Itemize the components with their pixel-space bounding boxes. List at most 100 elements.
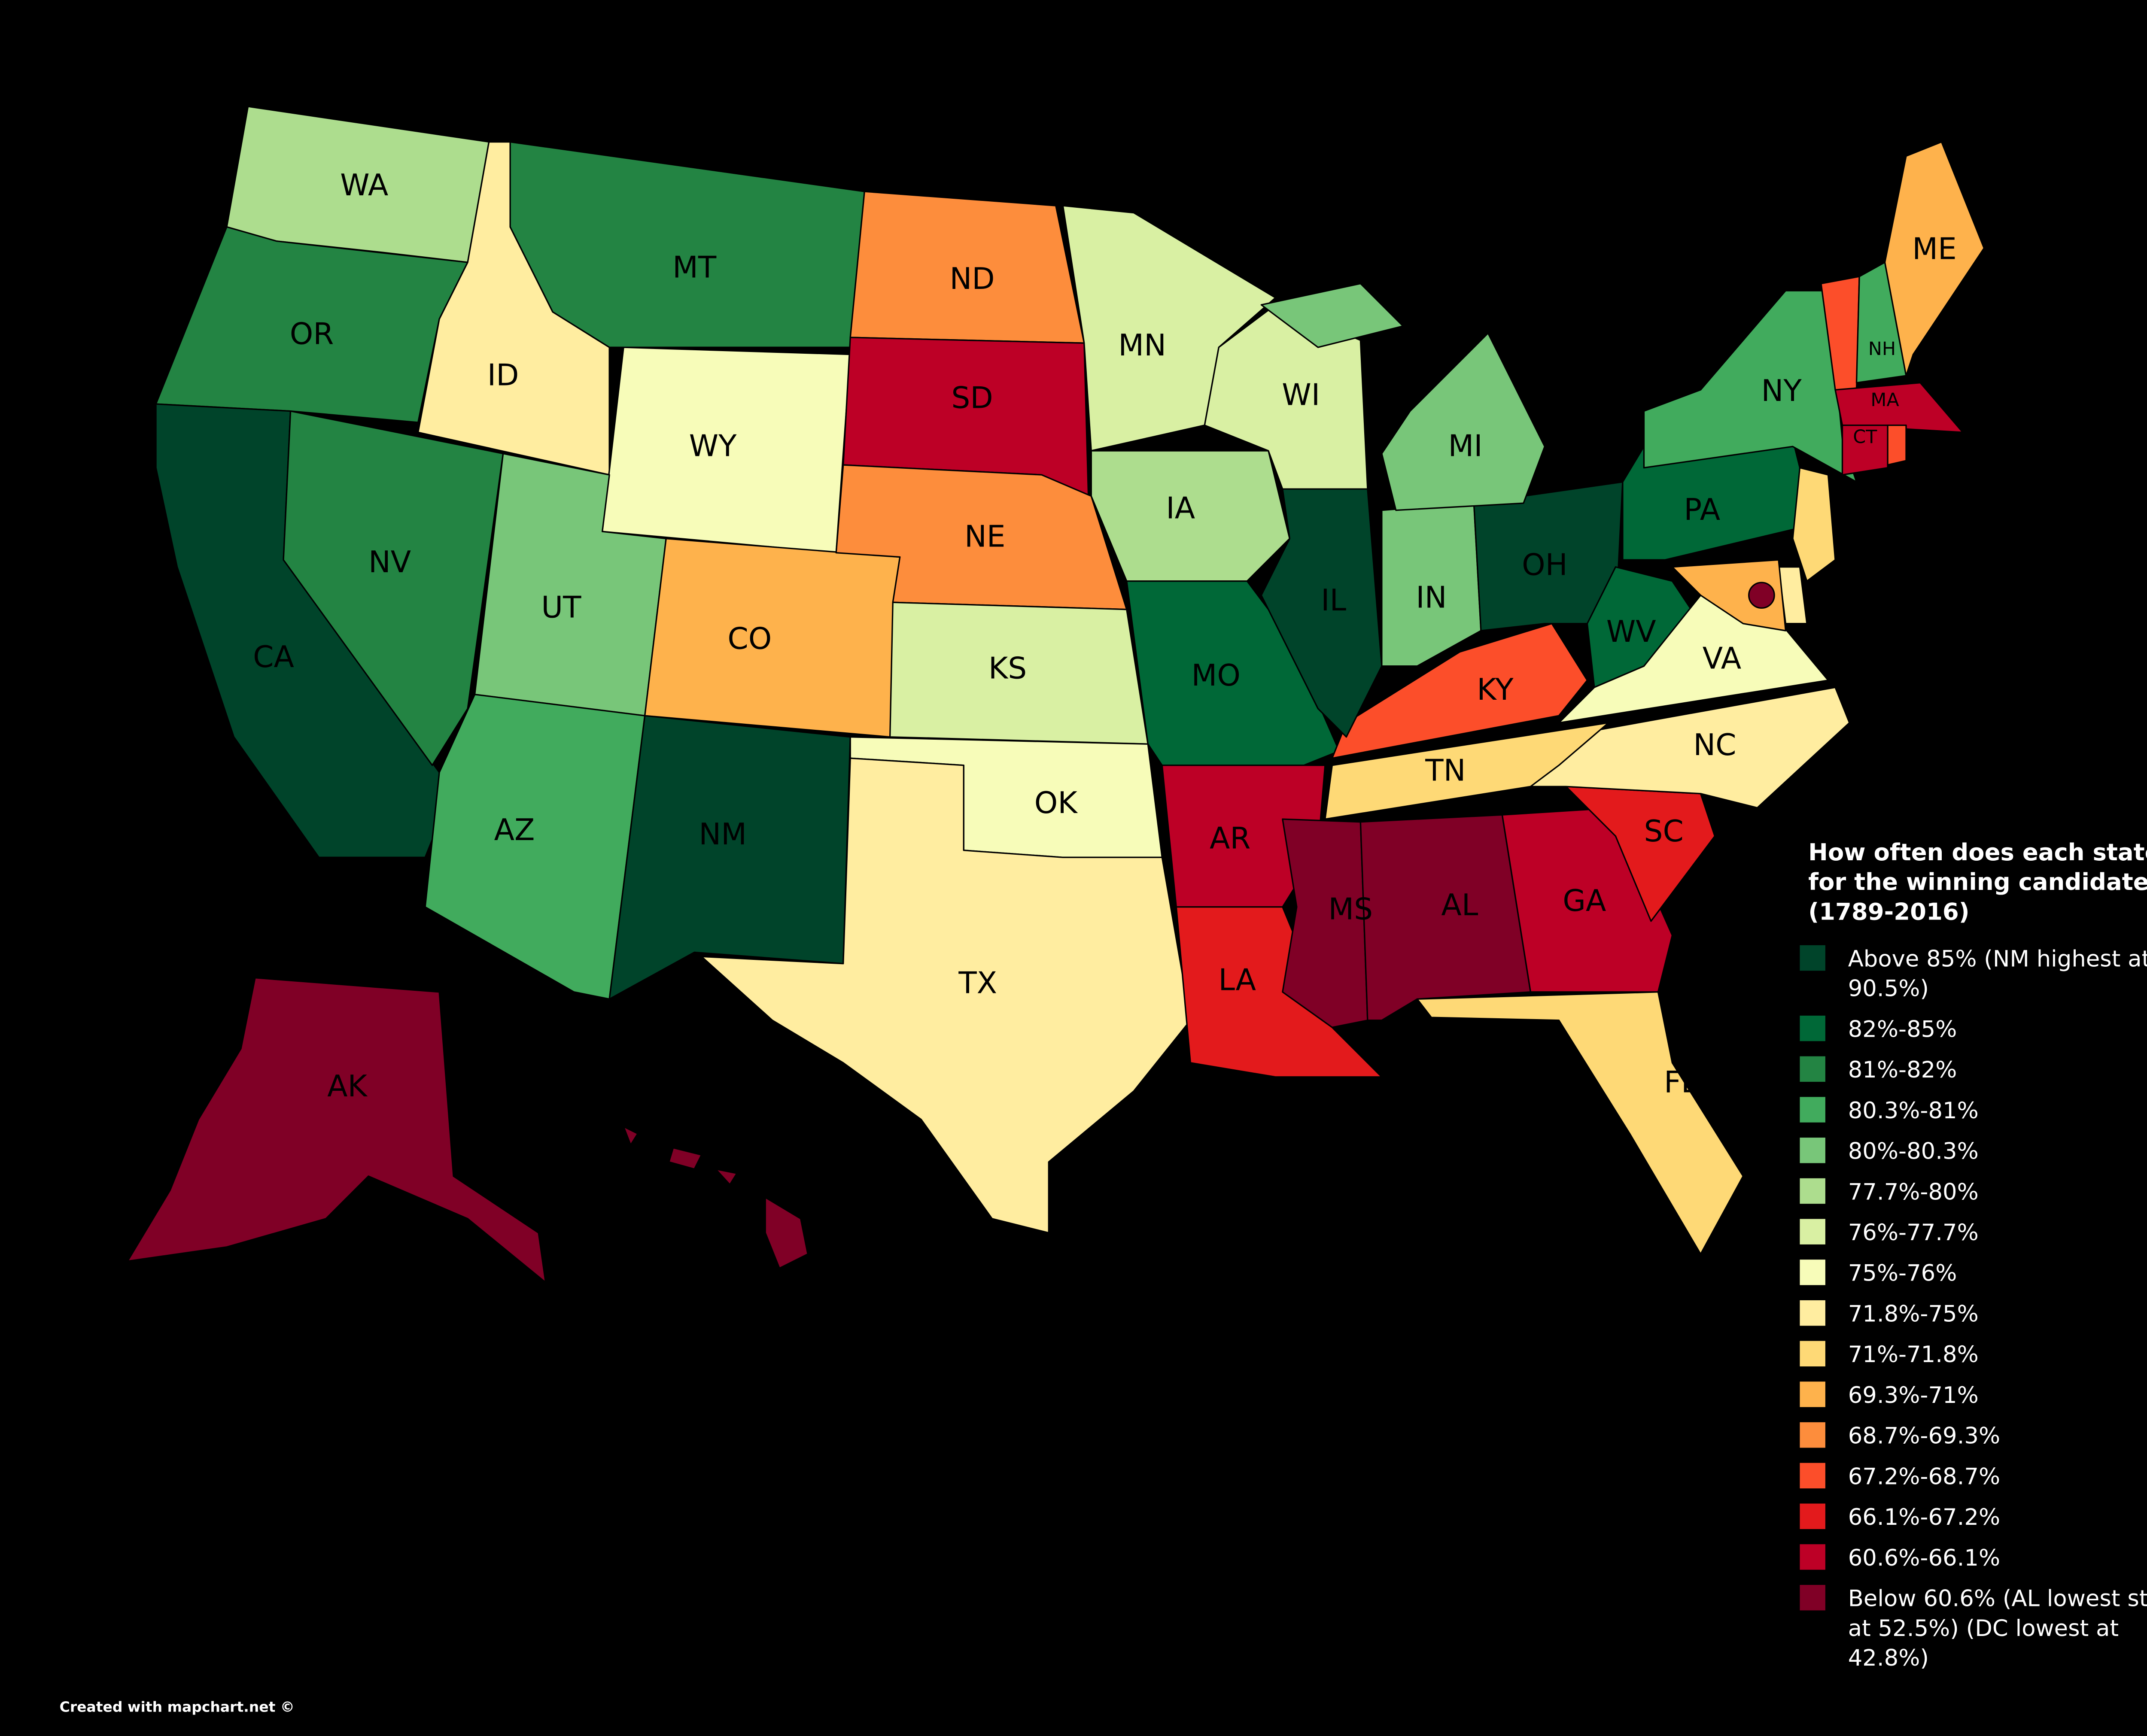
- state: [1260, 488, 1383, 738]
- state: [283, 410, 504, 766]
- state-label: WY: [689, 429, 737, 463]
- state-label: OH: [1522, 548, 1568, 583]
- legend-label: 66.1%-67.2%: [1848, 1504, 2000, 1530]
- state-label: KY: [1477, 673, 1514, 707]
- state: [1204, 304, 1368, 490]
- state-label: ID: [487, 358, 519, 392]
- state-label: MO: [1192, 659, 1241, 693]
- state-label: AL: [1441, 888, 1478, 923]
- state: [1792, 467, 1836, 582]
- state-label: CA: [253, 640, 294, 674]
- state: [509, 141, 865, 348]
- legend-swatch: [1800, 1300, 1825, 1326]
- state: [1643, 290, 1858, 483]
- state-label: UT: [541, 591, 581, 625]
- legend-label: 71.8%-75%: [1848, 1301, 1979, 1327]
- state: [1671, 559, 1787, 631]
- state-label: NE: [964, 520, 1006, 554]
- state: [1473, 481, 1624, 631]
- state-label: NV: [368, 545, 411, 580]
- state-label: NC: [1693, 728, 1736, 762]
- legend-label: 82%-85%: [1848, 1016, 1957, 1042]
- legend-swatch: [1800, 1097, 1825, 1123]
- state-label: AZ: [494, 813, 535, 847]
- legend-swatch: [1800, 1381, 1825, 1407]
- legend-label: 67.2%-68.7%: [1848, 1463, 2000, 1490]
- state-label: NH: [1868, 338, 1896, 360]
- legend-swatch: [1800, 1463, 1825, 1489]
- legend-swatch: [1800, 1422, 1825, 1448]
- legend-swatch: [1800, 945, 1825, 971]
- state-label: LA: [1218, 963, 1256, 998]
- legend-label: 68.7%-69.3%: [1848, 1423, 2000, 1449]
- legend-swatch: [1800, 1584, 1825, 1611]
- state: [155, 226, 468, 423]
- state-label: IN: [1416, 581, 1447, 615]
- legend-swatch: [1800, 1138, 1825, 1163]
- state: [1841, 424, 1889, 476]
- state-label: TN: [1425, 753, 1466, 788]
- state-label: NM: [699, 817, 747, 852]
- legend-label: 75%-76%: [1848, 1260, 1957, 1287]
- state-label: MI: [1448, 429, 1482, 463]
- state: [623, 1126, 809, 1269]
- state: [1748, 582, 1775, 609]
- state-label: OR: [290, 317, 334, 352]
- state: [644, 538, 901, 738]
- state: [1834, 382, 1964, 433]
- legend-swatch: [1800, 1544, 1825, 1570]
- state-label: IA: [1166, 492, 1195, 526]
- state-label: VA: [1703, 642, 1741, 676]
- state-label: GA: [1563, 884, 1606, 918]
- legend-label: 69.3%-71%: [1848, 1382, 1979, 1408]
- legend-label: 77.7%-80%: [1848, 1179, 1979, 1205]
- state: [424, 694, 646, 1000]
- legend-title: How often does each state votefor the wi…: [1808, 838, 2147, 926]
- state: [1530, 686, 1850, 809]
- state-label: ME: [1912, 232, 1957, 267]
- state: [1260, 282, 1546, 511]
- legend-swatch: [1800, 1056, 1825, 1082]
- state: [1126, 580, 1340, 766]
- legend-label: Below 60.6% (AL lowest stateat 52.5%) (D…: [1848, 1585, 2147, 1671]
- state: [1175, 906, 1383, 1078]
- legend-swatch: [1800, 1503, 1825, 1529]
- state: [1331, 623, 1588, 759]
- state-label: ND: [949, 262, 994, 296]
- state-labels: WA OR CA NV ID MT WY UT AZ CO NM ND SD NE KS OK TX MN IA WI…: [253, 168, 1957, 1104]
- state-label: OK: [1034, 786, 1078, 820]
- legend: How often does each state votefor the wi…: [1800, 838, 2147, 1671]
- state-label: SD: [951, 381, 993, 415]
- state: [127, 977, 547, 1284]
- state-label: SC: [1644, 814, 1683, 849]
- state-label: MT: [672, 251, 717, 285]
- state-label: TX: [958, 966, 997, 1000]
- state: [701, 757, 1191, 1234]
- state-label: IL: [1321, 583, 1346, 618]
- state-label: AK: [327, 1069, 368, 1104]
- state: [1416, 991, 1744, 1255]
- state: [1884, 141, 1985, 376]
- legend-label: 81%-82%: [1848, 1057, 1957, 1083]
- legend-swatch: [1800, 1219, 1825, 1244]
- state: [1887, 424, 1907, 466]
- state-label: NY: [1761, 374, 1802, 408]
- credit: Created with mapchart.net ©: [60, 1698, 295, 1715]
- state: [608, 715, 851, 1000]
- state-label: CO: [727, 622, 772, 656]
- legend-label: 71%-71.8%: [1848, 1341, 1979, 1368]
- legend-swatch: [1800, 1260, 1825, 1285]
- legend-swatch: [1800, 1178, 1825, 1204]
- state-label: CT: [1853, 426, 1877, 448]
- legend-label: 80%-80.3%: [1848, 1138, 1979, 1165]
- state-label: MA: [1870, 389, 1899, 411]
- state-label: WI: [1282, 378, 1320, 413]
- state-label: WA: [340, 168, 388, 203]
- legend-label: Above 85% (NM highest at 90.5%): [1848, 946, 2147, 1002]
- states: [127, 106, 1985, 1284]
- legend-label: 80.3%-81%: [1848, 1098, 1979, 1124]
- legend-label: 76%-77.7%: [1848, 1220, 1979, 1246]
- legend-swatch: [1800, 1341, 1825, 1367]
- state-label: KS: [988, 652, 1027, 686]
